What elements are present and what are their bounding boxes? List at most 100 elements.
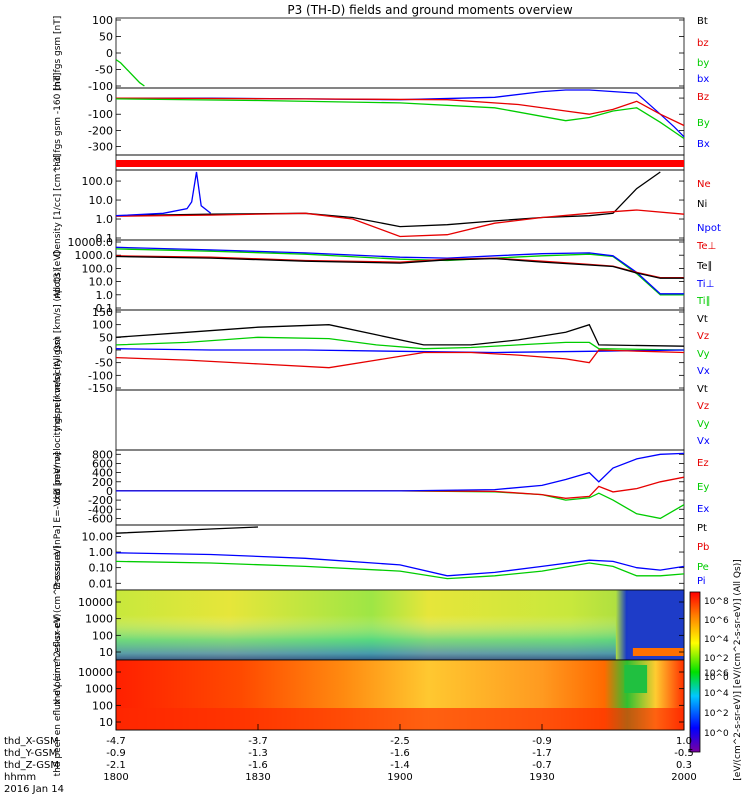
- y-tick-label: 100: [92, 319, 113, 332]
- series-Vy: [115, 336, 685, 351]
- series-Pe: [115, 560, 685, 580]
- y-tick-label: 50: [99, 331, 113, 344]
- y-tick-label: -100: [88, 369, 113, 382]
- x-tick-label: -0.5: [674, 748, 694, 759]
- legend-entry: Pt: [697, 523, 707, 534]
- y-tick-label: 0.1: [96, 232, 114, 245]
- colorbar-tick-label: 10^0: [704, 729, 729, 739]
- y-tick-label: 100: [92, 699, 113, 712]
- series-Npot: [115, 171, 212, 217]
- status-bar: [116, 160, 684, 167]
- panel-9: 10.00 1.00 0.10 0.01 Pressure [nPa] Pt Pb Pe Pi: [53, 523, 709, 591]
- y-tick-label: 0: [106, 92, 113, 105]
- y-tick-label: 0: [106, 485, 113, 498]
- series-Ez: [116, 476, 685, 499]
- spectrogram-low-energy-band: [116, 615, 616, 660]
- y-axis-label: thd peer en eflux eV (cm^2-s-sr-eV): [53, 614, 63, 777]
- y-tick-label: 10: [99, 646, 113, 659]
- x-row-label: thd_X-GSM: [4, 736, 59, 747]
- legend-entry: Ex: [697, 504, 709, 515]
- series-Pt: [115, 526, 259, 534]
- series-By: [115, 98, 685, 140]
- y-tick-label: 0.10: [89, 562, 114, 575]
- panel-10: 10000 1000 100 10 thd peir en eflux eV (cm^2…: [53, 545, 685, 705]
- legend-entry: Te∥: [696, 261, 713, 272]
- x-tick-label: -1.6: [390, 748, 410, 759]
- y-tick-label: 100: [92, 629, 113, 642]
- legend-entry: Vt: [697, 384, 708, 395]
- y-tick-label: -400: [88, 503, 113, 516]
- y-tick-label: 150: [92, 306, 113, 319]
- legend-entry: Vt: [697, 314, 708, 325]
- panel-1: 100 50 0 -50 -100 thd fgs gsm [nT] Bt bz by bx: [53, 14, 709, 93]
- x-tick-label: -0.7: [532, 760, 552, 771]
- x-tick-label: -2.1: [106, 760, 126, 771]
- legend-entry: Vy: [697, 349, 710, 360]
- colorbar-tick-label: 10^8: [704, 597, 729, 607]
- y-tick-label: 1.0: [96, 289, 114, 302]
- series-Ti∥: [115, 248, 684, 296]
- legend-entry: Bx: [697, 139, 710, 150]
- series-Vz: [115, 349, 685, 369]
- y-tick-label: 10.00: [82, 530, 114, 543]
- panel-3: [115, 154, 685, 171]
- colorbar-tick-label: 10^2: [704, 654, 729, 664]
- legend-entry: by: [697, 58, 709, 69]
- series-by: [115, 59, 145, 87]
- x-tick-label: -0.9: [532, 736, 552, 747]
- y-tick-label: -200: [88, 124, 113, 137]
- y-axis-label: thd fgs gsm [nT]: [53, 16, 63, 91]
- y-tick-label: 0: [106, 47, 113, 60]
- legend-entry: Ez: [697, 458, 709, 469]
- legend-entry: Pe: [697, 562, 709, 573]
- y-tick-label: 10000.0: [68, 236, 114, 249]
- x-tick-label: -1.6: [248, 760, 268, 771]
- legend-entry: bz: [697, 38, 709, 49]
- y-axis-label: npot3 [eV]: [53, 251, 63, 299]
- series-Bz: [115, 97, 685, 127]
- y-axis-label: Pressure [nPa]: [53, 525, 63, 590]
- y-axis-label: E=-VxB [mV/m]: [53, 452, 63, 522]
- legend-entry: Te⊥: [696, 241, 716, 252]
- legend-entry: Bt: [697, 16, 708, 27]
- y-axis-label: thd peir en eflux eV (cm^2-s-sr-eV): [53, 545, 63, 705]
- x-tick-label: -2.5: [390, 736, 410, 747]
- y-tick-label: 10: [99, 716, 113, 729]
- legend-entry: Vy: [697, 419, 710, 430]
- legend-entry: Vx: [697, 366, 710, 377]
- y-tick-label: 10.0: [89, 194, 114, 207]
- y-tick-label: -150: [88, 382, 113, 395]
- spectrogram-hot-band: [632, 648, 684, 656]
- panel-7: thd peer velocity gsm [km/s] (All Qs) Vt V…: [53, 337, 710, 503]
- legend-entry: Ni: [697, 199, 707, 210]
- y-tick-label: 100: [92, 14, 113, 27]
- x-axis-labels: thd_X-GSM -4.7 -3.7 -2.5 -0.9 1.0 thd_Y-GSM -0.…: [4, 724, 697, 795]
- legend-entry: Pi: [697, 576, 706, 587]
- y-tick-label: 1.0: [96, 213, 114, 226]
- x-row-label: hhmm: [4, 772, 36, 783]
- y-tick-label: 600: [92, 457, 113, 470]
- y-tick-label: 0.01: [89, 577, 114, 590]
- y-tick-label: 1000: [85, 613, 113, 626]
- y-axis-label: Density [1/cc] [cm^-3]: [53, 154, 63, 257]
- y-tick-label: -100: [88, 108, 113, 121]
- y-tick-label: 1000.0: [75, 249, 114, 262]
- series-Vx: [115, 348, 685, 354]
- panel-frame: [115, 524, 685, 591]
- x-tick-label: 0.3: [676, 760, 692, 771]
- y-tick-label: 100.0: [82, 262, 114, 275]
- colorbar-tick-label: 10^2: [704, 709, 729, 719]
- x-tick-label: -3.7: [248, 736, 268, 747]
- legend-entry: Ti⊥: [696, 279, 714, 290]
- legend-entry: Pb: [697, 542, 709, 553]
- legend-entry: By: [697, 118, 710, 129]
- x-tick-label: 2000: [671, 772, 696, 783]
- series-Ey: [116, 490, 685, 520]
- y-tick-label: -300: [88, 141, 113, 154]
- y-tick-label: 10000: [78, 666, 113, 679]
- y-tick-label: 10000: [78, 596, 113, 609]
